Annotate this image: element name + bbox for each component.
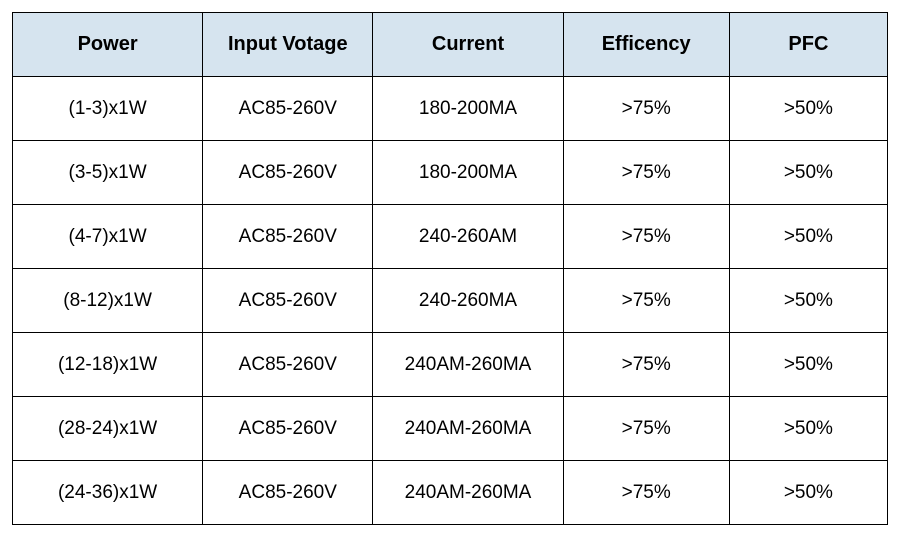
cell-pfc: >50% [729, 269, 887, 333]
cell-efficiency: >75% [563, 333, 729, 397]
cell-pfc: >50% [729, 397, 887, 461]
cell-efficiency: >75% [563, 77, 729, 141]
table-row: (4-7)x1W AC85-260V 240-260AM >75% >50% [13, 205, 888, 269]
cell-current: 180-200MA [373, 141, 563, 205]
cell-efficiency: >75% [563, 397, 729, 461]
table-row: (1-3)x1W AC85-260V 180-200MA >75% >50% [13, 77, 888, 141]
header-row: Power Input Votage Current Efficency PFC [13, 13, 888, 77]
cell-current: 240-260AM [373, 205, 563, 269]
cell-input-voltage: AC85-260V [203, 141, 373, 205]
cell-efficiency: >75% [563, 269, 729, 333]
cell-current: 240-260MA [373, 269, 563, 333]
cell-power: (12-18)x1W [13, 333, 203, 397]
header-pfc: PFC [729, 13, 887, 77]
spec-table: Power Input Votage Current Efficency PFC… [12, 12, 888, 525]
cell-input-voltage: AC85-260V [203, 461, 373, 525]
table-row: (24-36)x1W AC85-260V 240AM-260MA >75% >5… [13, 461, 888, 525]
cell-input-voltage: AC85-260V [203, 269, 373, 333]
header-current: Current [373, 13, 563, 77]
cell-pfc: >50% [729, 77, 887, 141]
cell-efficiency: >75% [563, 205, 729, 269]
cell-efficiency: >75% [563, 461, 729, 525]
cell-input-voltage: AC85-260V [203, 397, 373, 461]
cell-power: (8-12)x1W [13, 269, 203, 333]
cell-efficiency: >75% [563, 141, 729, 205]
cell-pfc: >50% [729, 141, 887, 205]
cell-power: (3-5)x1W [13, 141, 203, 205]
header-efficiency: Efficency [563, 13, 729, 77]
cell-input-voltage: AC85-260V [203, 205, 373, 269]
cell-input-voltage: AC85-260V [203, 77, 373, 141]
cell-power: (28-24)x1W [13, 397, 203, 461]
table-row: (28-24)x1W AC85-260V 240AM-260MA >75% >5… [13, 397, 888, 461]
table-body: (1-3)x1W AC85-260V 180-200MA >75% >50% (… [13, 77, 888, 525]
cell-power: (24-36)x1W [13, 461, 203, 525]
cell-power: (1-3)x1W [13, 77, 203, 141]
cell-pfc: >50% [729, 205, 887, 269]
table-row: (12-18)x1W AC85-260V 240AM-260MA >75% >5… [13, 333, 888, 397]
cell-input-voltage: AC85-260V [203, 333, 373, 397]
cell-power: (4-7)x1W [13, 205, 203, 269]
cell-pfc: >50% [729, 333, 887, 397]
cell-current: 240AM-260MA [373, 461, 563, 525]
header-input-voltage: Input Votage [203, 13, 373, 77]
cell-current: 180-200MA [373, 77, 563, 141]
header-power: Power [13, 13, 203, 77]
table-row: (8-12)x1W AC85-260V 240-260MA >75% >50% [13, 269, 888, 333]
cell-pfc: >50% [729, 461, 887, 525]
cell-current: 240AM-260MA [373, 397, 563, 461]
cell-current: 240AM-260MA [373, 333, 563, 397]
table-row: (3-5)x1W AC85-260V 180-200MA >75% >50% [13, 141, 888, 205]
